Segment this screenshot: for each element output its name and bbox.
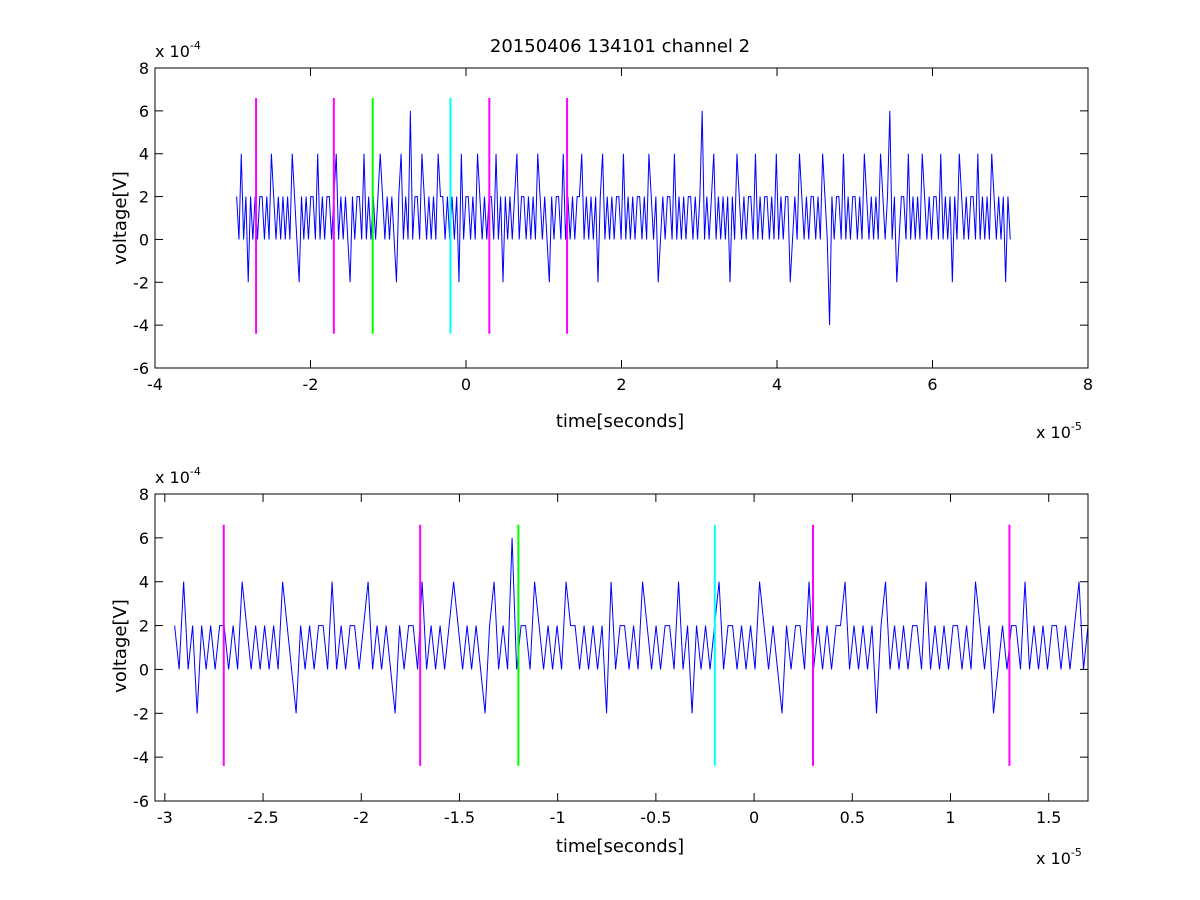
- bottom-y-tick-label: -2: [133, 704, 149, 723]
- bottom-x-tick-label: -0.5: [640, 808, 671, 827]
- bottom-x-tick-label: -1: [550, 808, 566, 827]
- top-x-tick-label: 0: [461, 375, 471, 394]
- top-y-tick-label: -6: [133, 359, 149, 378]
- bottom-x-multiplier: x 10-5: [1036, 846, 1082, 868]
- top-x-tick-label: 4: [772, 375, 782, 394]
- top-x-axis-label: time[seconds]: [556, 411, 684, 432]
- top-y-multiplier: x 10-4: [155, 39, 201, 61]
- bottom-x-tick-label: -2.5: [247, 808, 278, 827]
- bottom-axes-box: [154, 493, 1089, 802]
- bottom-y-tick-label: 0: [139, 660, 149, 679]
- top-y-tick-label: 2: [139, 188, 149, 207]
- bottom-y-tick-label: 8: [139, 485, 149, 504]
- bottom-x-tick-label: -2: [353, 808, 369, 827]
- bottom-y-multiplier: x 10-4: [155, 465, 201, 487]
- top-y-axis-label: voltage[V]: [110, 171, 131, 265]
- bottom-voltage-trace: [174, 537, 1089, 714]
- bottom-y-tick-label: -6: [133, 792, 149, 811]
- bottom-y-tick-label: 6: [139, 529, 149, 548]
- top-x-tick-label: -2: [303, 375, 319, 394]
- top-y-tick-label: -2: [133, 273, 149, 292]
- top-x-tick-label: 2: [616, 375, 626, 394]
- top-y-tick-label: 4: [139, 145, 149, 164]
- bottom-y-tick-label: -4: [133, 748, 149, 767]
- top-y-tick-label: 6: [139, 102, 149, 121]
- top-y-tick-label: -4: [133, 316, 149, 335]
- top-x-tick-label: 8: [1083, 375, 1093, 394]
- bottom-series-layer: [174, 524, 1089, 766]
- bottom-y-tick-label: 2: [139, 617, 149, 636]
- bottom-y-axis-label: voltage[V]: [110, 599, 131, 693]
- top-x-tick-label: -4: [147, 375, 163, 394]
- top-subplot: 20150406 134101 channel 2 -4 -2 0 2 4 6 8-6-4-…: [110, 36, 1093, 442]
- bottom-x-tick-label: 0.5: [840, 808, 865, 827]
- top-series-layer: [236, 98, 1011, 334]
- bottom-x-tick-label: 1: [945, 808, 955, 827]
- bottom-x-tick-label: -3: [157, 808, 173, 827]
- bottom-y-tick-label: 4: [139, 573, 149, 592]
- chart-title: 20150406 134101 channel 2: [490, 36, 750, 57]
- bottom-x-tick-label: 1.5: [1036, 808, 1061, 827]
- bottom-subplot: -3 -2.5 -2 -1.5 -1 -0.5 0 0.5 1 1.5 -6 -4 -2 0 2 4 6 8 ti…: [110, 465, 1089, 868]
- top-y-tick-label: 0: [139, 230, 149, 249]
- bottom-x-tick-label: -1.5: [444, 808, 475, 827]
- bottom-x-tick-label: 0: [749, 808, 759, 827]
- top-voltage-trace: [236, 110, 1011, 326]
- top-x-multiplier: x 10-5: [1036, 420, 1082, 442]
- top-x-tick-label: 6: [927, 375, 937, 394]
- top-y-tick-label: 8: [139, 59, 149, 78]
- bottom-x-axis-label: time[seconds]: [556, 836, 684, 857]
- bottom-ticks-layer: -3 -2.5 -2 -1.5 -1 -0.5 0 0.5 1 1.5 -6 -4 -2 0 2 4 6 8: [133, 485, 1088, 827]
